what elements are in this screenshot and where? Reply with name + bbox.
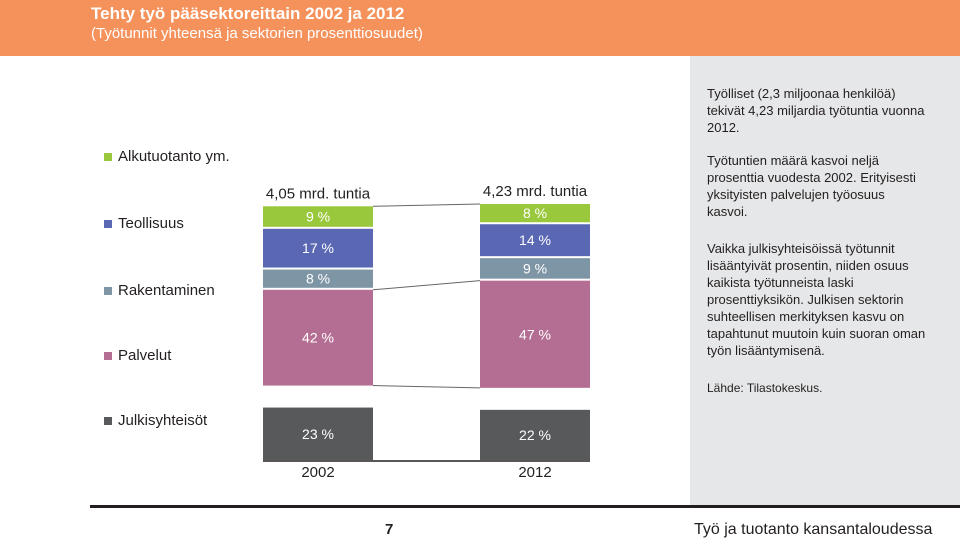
data-label: 17 % <box>302 240 334 256</box>
side-panel <box>690 56 960 506</box>
category-label: 2002 <box>301 464 334 481</box>
side-paragraph-2: Työtuntien määrä kasvoi neljä prosenttia… <box>707 153 916 219</box>
legend-swatch <box>104 416 112 425</box>
connector-line-1 <box>372 280 481 291</box>
page-title: Tehty työ pääsektoreittain 2002 ja 2012 <box>91 4 405 23</box>
legend-label: Rakentaminen <box>118 282 215 299</box>
data-label: 14 % <box>519 232 551 248</box>
footer-rule <box>90 505 960 508</box>
footer-title: Työ ja tuotanto kansantaloudessa <box>694 521 933 538</box>
bar-segment-1-4 <box>480 204 590 223</box>
legend-label: Palvelut <box>118 347 172 364</box>
data-label: 9 % <box>306 209 330 225</box>
data-label: 47 % <box>519 326 551 342</box>
legend-swatch <box>104 219 112 228</box>
total-label: 4,23 mrd. tuntia <box>483 183 588 200</box>
data-label: 8 % <box>523 205 547 221</box>
bar-segment-1-1 <box>480 280 590 388</box>
bar-segment-0-4 <box>263 206 373 227</box>
data-label: 8 % <box>306 271 330 287</box>
data-label: 9 % <box>523 260 547 276</box>
legend-item-teollisuus: Teollisuus <box>104 215 184 232</box>
data-label: 23 % <box>302 426 334 442</box>
page-number: 7 <box>385 521 394 538</box>
side-paragraph-1: Työlliset (2,3 miljoonaa henkilöä) tekiv… <box>707 86 925 135</box>
bar-segment-0-1 <box>263 289 373 386</box>
bar-segment-0-2 <box>263 269 373 288</box>
data-label: 42 % <box>302 330 334 346</box>
category-label: 2012 <box>518 464 551 481</box>
legend-label: Alkutuotanto ym. <box>118 148 230 165</box>
bar-segment-1-3 <box>480 224 590 257</box>
bar-segment-0-3 <box>263 228 373 268</box>
legend-swatch <box>104 351 112 360</box>
connector-line-2 <box>372 385 481 389</box>
connector-line-0 <box>372 203 481 207</box>
side-paragraph-3: Vaikka julkisyhteisöissä työtunnit lisää… <box>707 241 926 358</box>
legend-item-alkutuotanto: Alkutuotanto ym. <box>104 148 230 165</box>
legend-label: Julkisyhteisöt <box>118 412 208 429</box>
bar-segment-1-0 <box>480 409 590 460</box>
header-bar: Tehty työ pääsektoreittain 2002 ja 2012 … <box>0 0 960 56</box>
legend-label: Teollisuus <box>118 215 184 232</box>
bar-segment-1-2 <box>480 258 590 279</box>
source-note: Lähde: Tilastokeskus. <box>707 381 823 395</box>
legend-item-palvelut: Palvelut <box>104 347 171 364</box>
data-label: 22 % <box>519 427 551 443</box>
legend-swatch <box>104 152 112 161</box>
bar-segment-0-0 <box>263 407 373 460</box>
stacked-bar-chart: 23 % 42 % 8 % 17 % 9 % 4,05 mrd. tuntia 2002 22… <box>263 183 590 481</box>
legend-swatch <box>104 286 112 295</box>
page-subtitle: (Työtunnit yhteensä ja sektorien prosent… <box>91 25 423 42</box>
legend-item-rakentaminen: Rakentaminen <box>104 282 215 299</box>
legend-item-julkisyhteisot: Julkisyhteisöt <box>104 412 207 429</box>
total-label: 4,05 mrd. tuntia <box>266 185 371 202</box>
